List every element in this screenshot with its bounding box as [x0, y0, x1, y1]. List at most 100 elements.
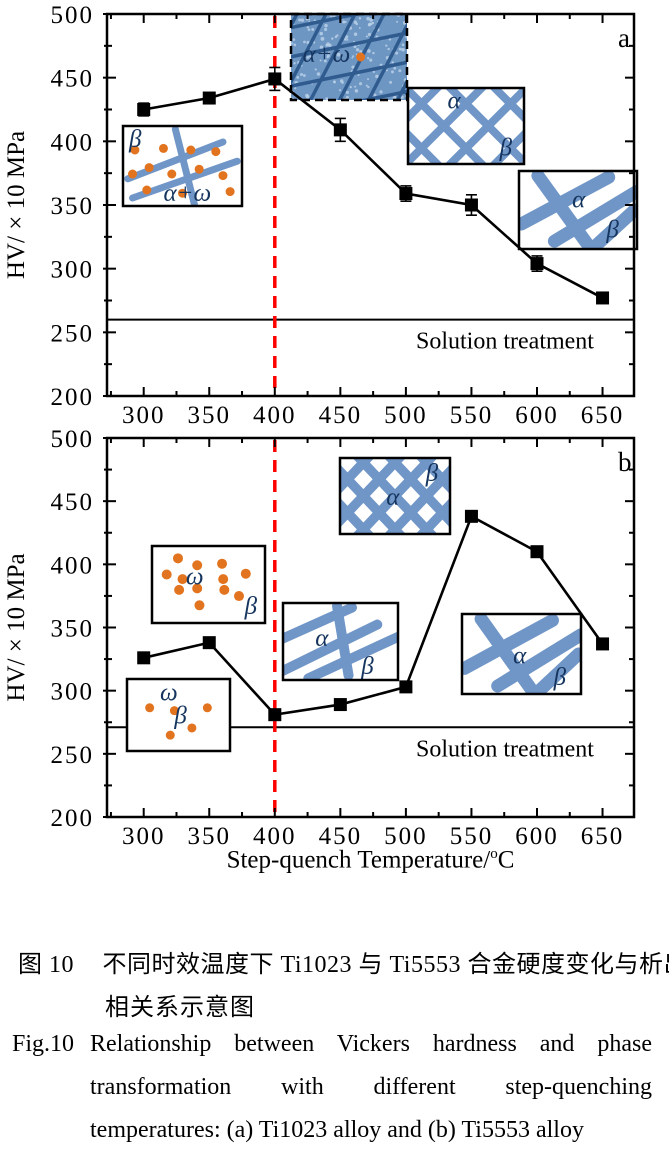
phase-label: α	[572, 187, 586, 214]
phase-label: ω	[186, 564, 204, 591]
microstructure-inset-dotsMany	[152, 546, 265, 623]
phase-label: ω	[160, 680, 178, 707]
inset-border	[281, 601, 400, 682]
panel-letter: a	[618, 23, 630, 53]
data-point-marker	[596, 637, 610, 651]
x-tick-label: 650	[581, 402, 625, 429]
caption-zh-fig-label: 图 10	[18, 952, 74, 978]
data-point-marker	[399, 187, 413, 201]
inset-border	[125, 677, 232, 753]
x-tick-label: 500	[384, 823, 428, 850]
data-point-marker	[530, 545, 544, 559]
caption-zh-text: 不同时效温度下 Ti1023 与 Ti5553 合金硬度变化与析出	[102, 952, 669, 978]
caption-en-line3: temperatures: (a) Ti1023 alloy and (b) T…	[90, 1117, 584, 1143]
y-tick-label: 500	[51, 426, 95, 453]
data-point-marker	[137, 651, 151, 665]
phase-label: α+ω	[303, 41, 351, 68]
y-axis-title: HV/ × 10 MPa	[3, 131, 30, 279]
microstructure-inset-hatch4	[408, 88, 524, 164]
inset-border	[406, 86, 526, 166]
x-axis-title-text: Step-quench Temperature/	[226, 846, 491, 874]
y-tick-label: 500	[51, 2, 95, 29]
y-tick-label: 350	[51, 193, 95, 220]
microstructure-inset-textured	[291, 14, 407, 100]
hardness-series-line	[143, 77, 604, 300]
y-tick-label: 250	[51, 742, 95, 769]
y-tick-label: 300	[51, 257, 95, 284]
phase-label: β	[128, 126, 142, 153]
y-tick-label: 200	[51, 805, 95, 832]
x-axis-degree-sup: o	[490, 846, 498, 862]
x-axis-unit: C	[497, 846, 515, 874]
phase-label: α	[315, 625, 329, 652]
phase-label: β	[360, 653, 374, 680]
y-tick-label: 400	[51, 129, 95, 156]
data-point-marker	[137, 103, 151, 116]
data-point-marker	[333, 123, 347, 137]
x-tick-label: 500	[384, 402, 428, 429]
phase-label: β	[173, 703, 187, 730]
x-tick-label: 350	[188, 402, 232, 429]
phase-label: α	[513, 643, 527, 670]
phase-label: β	[605, 216, 619, 243]
hardness-series-line	[143, 514, 604, 717]
data-point-marker	[399, 680, 413, 694]
data-point-marker	[596, 291, 610, 305]
x-tick-label: 300	[122, 402, 166, 429]
data-point-marker	[202, 91, 216, 105]
y-tick-label: 250	[51, 320, 95, 347]
caption-en-line2: transformation with different step-quenc…	[90, 1074, 652, 1100]
x-tick-label: 550	[450, 823, 494, 850]
microstructure-inset-hatch5	[340, 458, 450, 534]
phase-label: α+ω	[163, 180, 211, 207]
x-tick-label: 400	[253, 402, 297, 429]
x-axis-title: Step-quench Temperature/oC	[107, 846, 634, 874]
data-point-marker	[530, 257, 544, 271]
x-tick-label: 400	[253, 823, 297, 850]
inset-border	[517, 169, 639, 251]
data-point-marker	[333, 698, 347, 712]
x-tick-label: 600	[515, 823, 559, 850]
phase-label: β	[553, 664, 567, 691]
x-tick-label: 450	[319, 402, 363, 429]
y-tick-label: 450	[51, 489, 95, 516]
data-point-marker	[268, 708, 282, 722]
panel-letter: b	[618, 447, 632, 477]
microstructure-inset-cross	[462, 614, 581, 694]
phase-label: α	[447, 88, 461, 115]
x-tick-label: 650	[581, 823, 625, 850]
x-tick-label: 350	[188, 823, 232, 850]
solution-treatment-label: Solution treatment	[416, 329, 594, 355]
caption-en-line1: Relationship between Vickers hardness an…	[90, 1031, 652, 1057]
y-tick-label: 200	[51, 384, 95, 411]
data-point-marker	[464, 198, 478, 212]
y-tick-label: 450	[51, 66, 95, 93]
inset-border	[460, 612, 583, 696]
y-tick-label: 350	[51, 616, 95, 643]
data-point-marker	[268, 72, 282, 86]
x-tick-label: 600	[515, 402, 559, 429]
y-tick-label: 400	[51, 552, 95, 579]
x-tick-label: 300	[122, 823, 166, 850]
data-point-marker	[202, 636, 216, 650]
inset-border	[121, 124, 244, 208]
y-axis-title: HV/ × 10 MPa	[3, 553, 30, 701]
x-tick-label: 550	[450, 402, 494, 429]
phase-label: β	[499, 135, 513, 162]
phase-label: α	[386, 484, 400, 511]
microstructure-inset-dotsFew	[127, 679, 230, 751]
phase-label: β	[244, 593, 258, 620]
inset-border	[338, 456, 452, 536]
microstructure-inset-cross	[519, 171, 637, 249]
y-tick-label: 300	[51, 679, 95, 706]
data-point-marker	[464, 509, 478, 523]
solution-treatment-label: Solution treatment	[416, 736, 594, 762]
x-tick-label: 450	[319, 823, 363, 850]
caption-chinese-line2: 相关系示意图	[105, 995, 255, 1021]
caption-en-fig-label: Fig.10	[12, 1031, 75, 1057]
phase-label: β	[425, 460, 439, 487]
